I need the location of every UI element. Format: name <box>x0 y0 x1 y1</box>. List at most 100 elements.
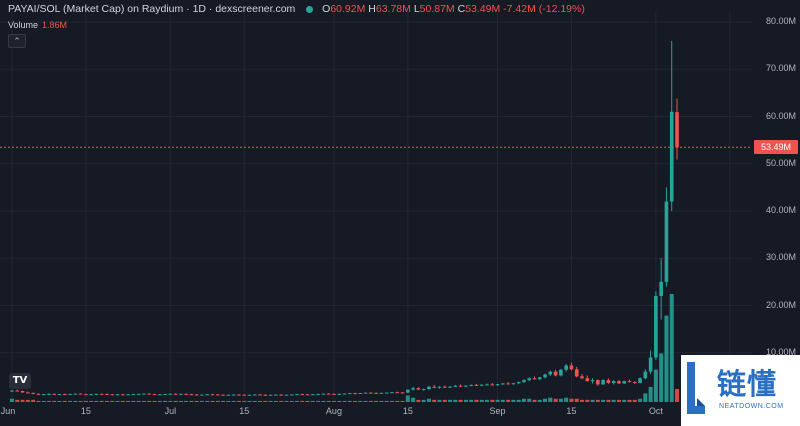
volume-bar <box>25 399 30 402</box>
volume-bar <box>611 399 616 402</box>
volume-bar <box>574 398 579 402</box>
watermark-english: NEATDOWN.COM <box>719 403 784 410</box>
candle-body <box>474 384 479 386</box>
volume-bar <box>669 294 674 402</box>
candle-body <box>369 392 373 394</box>
volume-bar <box>622 399 627 402</box>
volume-bar <box>94 400 99 402</box>
volume-bar <box>643 393 648 402</box>
candle-body <box>205 394 210 396</box>
candle-body <box>231 394 236 396</box>
candle-body <box>611 381 616 383</box>
time-tick-label: 15 <box>566 406 577 416</box>
candle-body <box>173 393 178 395</box>
candle-body <box>216 394 220 396</box>
candle-body <box>511 383 516 385</box>
volume-bar <box>585 399 590 402</box>
volume-bar <box>363 400 368 402</box>
volume-bar <box>442 399 447 402</box>
volume-bar <box>57 400 62 402</box>
candle-body <box>157 394 162 396</box>
candle-body <box>416 388 421 390</box>
candle-body <box>437 386 442 388</box>
candle-body <box>654 296 658 358</box>
volume-bar <box>590 399 595 402</box>
volume-bar <box>485 399 489 402</box>
candle-body <box>537 377 542 380</box>
volume-bar <box>36 400 41 402</box>
volume-bar <box>463 399 468 402</box>
volume-bar <box>342 400 347 402</box>
volume-bar <box>242 400 247 402</box>
volume-bar <box>416 399 421 402</box>
price-tick-label: 70.00M <box>765 63 796 74</box>
time-tick-label: 15 <box>239 406 250 416</box>
candle-body <box>274 394 278 396</box>
candle-body <box>189 394 194 396</box>
volume-bar <box>120 400 125 402</box>
volume-bar <box>432 399 437 402</box>
volume-bar <box>147 400 152 402</box>
candle-body <box>406 389 410 393</box>
candle-body <box>643 371 648 379</box>
candle-body <box>342 393 347 395</box>
volume-bar <box>474 399 479 402</box>
neatdown-watermark: 链懂 NEATDOWN.COM <box>681 355 800 426</box>
volume-bar <box>89 400 94 402</box>
candle-body <box>147 393 152 395</box>
time-tick-label: 15 <box>402 406 413 416</box>
volume-bar <box>321 400 326 402</box>
volume-bar <box>189 400 194 402</box>
candle-body <box>41 394 46 396</box>
volume-legend: Volume 1.86M <box>8 20 67 30</box>
volume-bar <box>400 400 405 402</box>
low-label: L <box>413 3 420 15</box>
candle-body <box>115 394 120 396</box>
collapse-legend-button[interactable]: ⌃ <box>8 34 26 48</box>
volume-bar <box>500 399 505 402</box>
candle-body <box>506 383 510 385</box>
volume-bar <box>527 398 532 402</box>
candle-body <box>379 392 384 394</box>
volume-bar <box>379 400 384 402</box>
candle-body <box>337 393 342 395</box>
candle-body <box>501 383 505 385</box>
volume-bar <box>41 400 46 402</box>
candle-body <box>606 380 611 383</box>
volume-bar <box>173 400 178 402</box>
candle-body <box>358 393 363 395</box>
volume-bar <box>152 400 157 402</box>
candle-body <box>105 393 109 395</box>
time-tick-label: Oct <box>648 406 663 416</box>
tradingview-logo[interactable]: TV <box>9 373 31 389</box>
candle-body <box>632 382 637 384</box>
candle-body <box>258 394 262 396</box>
candle-body <box>400 392 405 394</box>
volume-bar <box>580 399 584 402</box>
volume-bars <box>10 294 679 402</box>
volume-bar <box>469 399 474 402</box>
candle-body <box>553 371 558 376</box>
volume-bar <box>163 400 168 402</box>
candle-body <box>585 378 590 382</box>
candle-body <box>622 381 627 384</box>
volume-bar <box>511 399 516 402</box>
candle-body <box>332 393 336 395</box>
candle-body <box>590 380 595 382</box>
volume-label: Volume <box>8 20 39 30</box>
volume-bar <box>638 398 643 402</box>
candle-body <box>321 393 326 395</box>
candle-body <box>675 112 679 148</box>
candle-body <box>432 386 437 388</box>
candle-body <box>532 378 537 380</box>
volume-bar <box>368 400 373 402</box>
candle-body <box>47 393 51 395</box>
volume-bar <box>295 400 299 402</box>
candle-body <box>490 384 495 386</box>
volume-bar <box>537 399 542 402</box>
volume-bar <box>532 399 537 402</box>
candle-body <box>548 371 553 375</box>
candle-body <box>131 394 136 396</box>
